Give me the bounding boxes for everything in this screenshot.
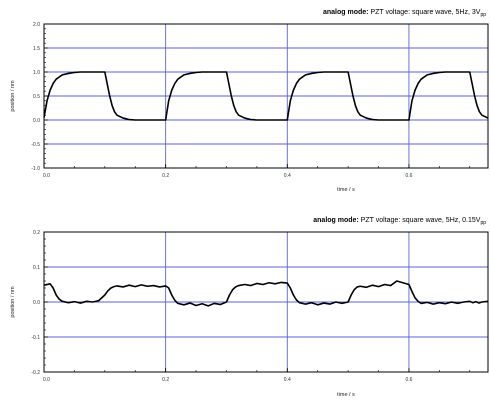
- y-tick-label: -0.2: [31, 370, 40, 376]
- y-tick-label: 0.0: [33, 300, 40, 306]
- x-tick-label: 0.2: [162, 173, 169, 179]
- y-tick-label: 0.2: [33, 230, 40, 236]
- chart-title: analog mode: PZT voltage: square wave, 5…: [313, 217, 486, 226]
- x-tick-label: 0.0: [43, 377, 50, 383]
- chart-title-rest: PZT voltage: square wave, 5Hz, 0.15V: [361, 217, 481, 224]
- y-tick-label: 0.5: [33, 94, 40, 100]
- y-tick-label: 2.0: [33, 22, 40, 28]
- x-tick-label: 0.4: [284, 173, 291, 179]
- data-series-line: [43, 71, 489, 121]
- x-tick-label: 0.6: [405, 377, 412, 383]
- chart-panel-2: analog mode: PZT voltage: square wave, 5…: [10, 217, 489, 398]
- chart-title: analog mode: PZT voltage: square wave, 5…: [323, 9, 486, 18]
- y-tick-label: 0.0: [33, 118, 40, 124]
- data-series-line: [43, 280, 489, 307]
- y-tick-label: 1.5: [33, 46, 40, 52]
- y-tick-label: -0.5: [31, 142, 40, 148]
- y-tick-label: 0.1: [33, 265, 40, 271]
- y-axis-label: position / nm: [10, 80, 16, 112]
- y-tick-label: -1.0: [31, 166, 40, 172]
- chart-title-bold: analog mode:: [323, 9, 370, 16]
- chart-title-subscript: pp: [480, 220, 486, 226]
- chart-title-rest: PZT voltage: square wave, 5Hz, 3V: [370, 9, 480, 16]
- chart-title-subscript: pp: [480, 12, 486, 18]
- chart-title-bold: analog mode:: [313, 217, 360, 224]
- chart-panel-1: analog mode: PZT voltage: square wave, 5…: [10, 9, 489, 193]
- y-tick-label: 1.0: [33, 70, 40, 76]
- x-tick-label: 0.6: [405, 173, 412, 179]
- x-tick-label: 0.4: [284, 377, 291, 383]
- x-axis-label: time / s: [337, 392, 355, 398]
- x-tick-label: 0.0: [43, 173, 50, 179]
- y-tick-label: -0.1: [31, 335, 40, 341]
- x-axis-label: time / s: [337, 187, 355, 193]
- y-axis-label: position / nm: [10, 286, 16, 318]
- x-tick-label: 0.2: [162, 377, 169, 383]
